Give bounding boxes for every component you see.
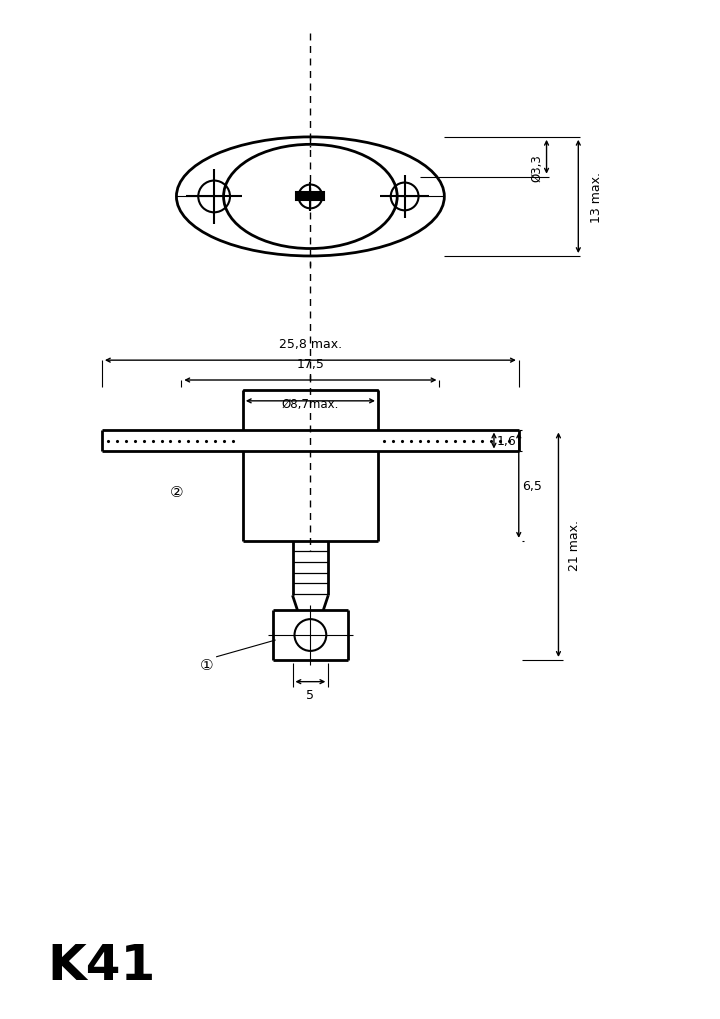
Text: ②: ② — [170, 484, 183, 499]
Text: K41: K41 — [48, 942, 156, 989]
Text: 6,5: 6,5 — [522, 479, 541, 492]
Bar — [297, 194, 324, 201]
Text: 25,8 max.: 25,8 max. — [279, 338, 342, 351]
Text: ①: ① — [199, 657, 213, 673]
Text: 21 max.: 21 max. — [568, 520, 581, 571]
Text: Ø8,7max.: Ø8,7max. — [282, 397, 339, 411]
Text: 13 max.: 13 max. — [590, 172, 603, 223]
Text: 17,5: 17,5 — [297, 358, 324, 371]
Text: Ø3,3: Ø3,3 — [531, 154, 544, 181]
Text: 5: 5 — [307, 688, 315, 701]
Text: 1,6: 1,6 — [497, 435, 517, 447]
